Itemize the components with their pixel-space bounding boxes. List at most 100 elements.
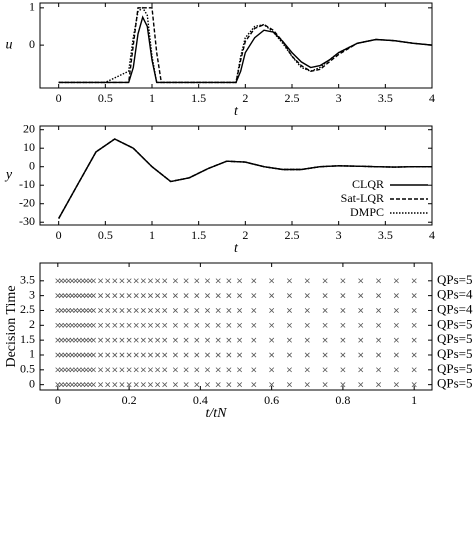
decision-point bbox=[126, 278, 132, 284]
decision-point bbox=[66, 293, 71, 299]
decision-point bbox=[105, 322, 111, 328]
decision-point bbox=[87, 367, 93, 373]
decision-point bbox=[66, 337, 71, 343]
decision-point bbox=[162, 293, 168, 299]
decision-point bbox=[58, 382, 64, 388]
decision-point bbox=[119, 322, 125, 328]
decision-point bbox=[215, 367, 221, 373]
decision-point bbox=[376, 382, 382, 388]
row-label: QPs=5 bbox=[437, 346, 473, 361]
decision-point bbox=[155, 322, 161, 328]
decision-point bbox=[162, 337, 168, 343]
decision-point bbox=[73, 352, 79, 358]
x-tick-label: 0.5 bbox=[98, 91, 113, 105]
decision-point bbox=[340, 278, 346, 284]
decision-point bbox=[73, 382, 79, 388]
decision-point bbox=[76, 307, 82, 313]
decision-point bbox=[119, 352, 125, 358]
decision-point bbox=[172, 352, 178, 358]
decision-point bbox=[226, 382, 232, 388]
decision-point bbox=[155, 278, 161, 284]
decision-point bbox=[304, 278, 310, 284]
decision-point bbox=[58, 278, 64, 284]
decision-point bbox=[226, 322, 232, 328]
decision-point bbox=[269, 367, 275, 373]
decision-point bbox=[411, 322, 417, 328]
x-tick-label: 0.5 bbox=[98, 228, 113, 242]
decision-point bbox=[393, 337, 399, 343]
decision-point bbox=[76, 278, 82, 284]
decision-point bbox=[105, 367, 111, 373]
decision-point bbox=[411, 367, 417, 373]
decision-point bbox=[286, 382, 292, 388]
decision-point bbox=[393, 322, 399, 328]
decision-point bbox=[76, 293, 82, 299]
decision-point bbox=[251, 278, 257, 284]
decision-point bbox=[393, 278, 399, 284]
decision-point bbox=[76, 322, 82, 328]
subplot: 0 0.5 1 1.5 2 2.5 3 3.5 4 0 1 t u bbox=[6, 0, 436, 119]
y-axis-label: y bbox=[4, 168, 13, 183]
x-tick-label: 4 bbox=[429, 228, 435, 242]
decision-point bbox=[340, 337, 346, 343]
decision-point bbox=[226, 367, 232, 373]
decision-point bbox=[251, 322, 257, 328]
decision-point bbox=[172, 278, 178, 284]
decision-point bbox=[126, 337, 132, 343]
decision-point bbox=[147, 293, 153, 299]
y-tick-label: 0 bbox=[29, 37, 35, 51]
decision-point bbox=[251, 352, 257, 358]
decision-point bbox=[322, 382, 328, 388]
y-tick-label: 0 bbox=[29, 376, 35, 390]
decision-point bbox=[194, 367, 200, 373]
decision-point bbox=[147, 337, 153, 343]
decision-point bbox=[340, 293, 346, 299]
decision-point bbox=[66, 367, 71, 373]
decision-point bbox=[251, 337, 257, 343]
decision-point bbox=[98, 278, 104, 284]
y-tick-label: 2 bbox=[29, 317, 35, 331]
decision-point bbox=[286, 337, 292, 343]
y-tick-label: 3.5 bbox=[20, 273, 35, 287]
decision-point bbox=[83, 337, 89, 343]
decision-point bbox=[80, 307, 86, 313]
decision-point bbox=[393, 307, 399, 313]
x-tick-label: 1 bbox=[149, 228, 155, 242]
decision-point bbox=[215, 293, 221, 299]
decision-point bbox=[62, 293, 68, 299]
plot-frame bbox=[39, 2, 433, 89]
decision-point bbox=[62, 352, 68, 358]
y-tick-label: 1 bbox=[29, 347, 35, 361]
decision-point bbox=[155, 307, 161, 313]
decision-point bbox=[269, 382, 275, 388]
decision-point bbox=[73, 307, 79, 313]
decision-point bbox=[358, 367, 364, 373]
decision-point bbox=[226, 352, 232, 358]
decision-point bbox=[58, 352, 64, 358]
decision-point bbox=[340, 307, 346, 313]
decision-point bbox=[376, 367, 382, 373]
decision-point bbox=[112, 382, 118, 388]
decision-point bbox=[140, 382, 146, 388]
decision-point bbox=[80, 337, 86, 343]
decision-point bbox=[183, 337, 189, 343]
y-tick-label: -30 bbox=[19, 214, 35, 228]
decision-point bbox=[147, 352, 153, 358]
decision-point bbox=[393, 382, 399, 388]
decision-point bbox=[62, 337, 68, 343]
row-label: QPs=5 bbox=[437, 376, 473, 391]
decision-point bbox=[322, 322, 328, 328]
decision-point bbox=[140, 307, 146, 313]
decision-point bbox=[98, 352, 104, 358]
decision-point bbox=[90, 307, 96, 313]
decision-point bbox=[286, 352, 292, 358]
decision-point bbox=[269, 278, 275, 284]
y-tick-label: 2.5 bbox=[20, 302, 35, 316]
decision-point bbox=[80, 293, 86, 299]
decision-point bbox=[80, 367, 86, 373]
series-line bbox=[58, 138, 432, 219]
decision-point bbox=[286, 307, 292, 313]
decision-point bbox=[126, 352, 132, 358]
decision-point bbox=[62, 307, 68, 313]
decision-point bbox=[87, 382, 93, 388]
